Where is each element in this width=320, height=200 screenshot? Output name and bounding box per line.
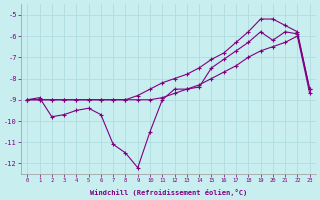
X-axis label: Windchill (Refroidissement éolien,°C): Windchill (Refroidissement éolien,°C) bbox=[90, 189, 247, 196]
